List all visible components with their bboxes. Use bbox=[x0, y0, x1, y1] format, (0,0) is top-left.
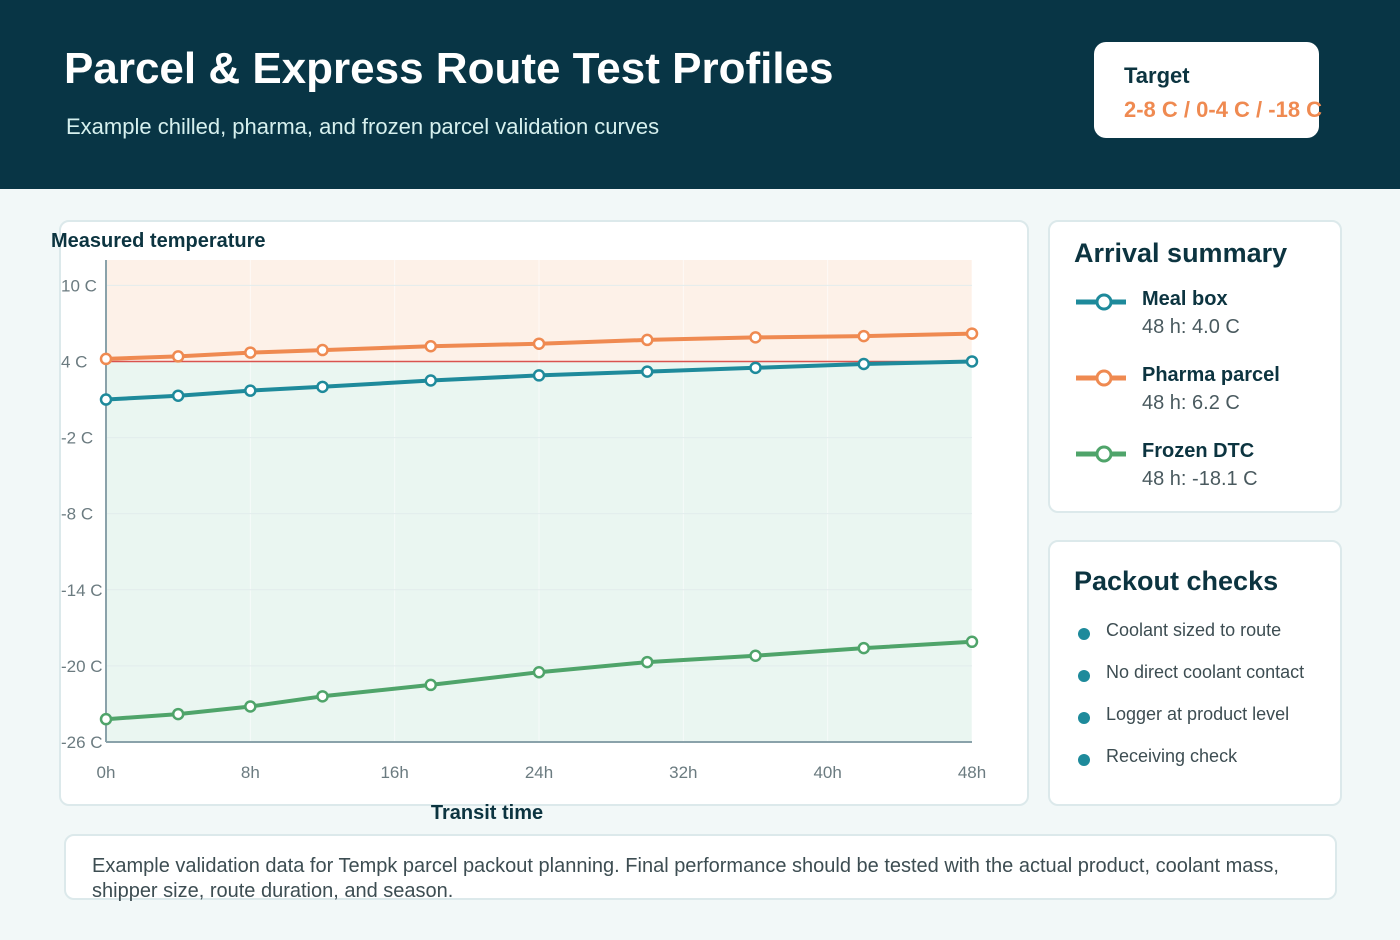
packout-checks-card: Packout checks Coolant sized to route No… bbox=[1048, 540, 1342, 806]
data-point bbox=[857, 329, 870, 343]
check-text: No direct coolant contact bbox=[1106, 662, 1305, 682]
data-point bbox=[171, 350, 185, 363]
check-text: Logger at product level bbox=[1106, 704, 1290, 724]
data-point bbox=[857, 641, 870, 655]
data-point bbox=[749, 649, 762, 662]
check-item: No direct coolant contact bbox=[1074, 662, 1334, 686]
data-point bbox=[171, 389, 185, 402]
data-point bbox=[641, 333, 654, 347]
data-point bbox=[316, 380, 329, 394]
page-subtitle: Example chilled, pharma, and frozen parc… bbox=[66, 114, 660, 139]
y-tick-label: -26 C bbox=[61, 733, 103, 752]
y-tick-label: 10 C bbox=[61, 276, 97, 295]
y-tick-label: -8 C bbox=[61, 505, 93, 524]
data-point bbox=[749, 331, 762, 344]
check-item: Receiving check bbox=[1074, 746, 1334, 770]
data-point bbox=[532, 337, 546, 350]
x-tick-label: 32h bbox=[669, 763, 697, 782]
data-point bbox=[857, 357, 870, 371]
bullet-dot-icon bbox=[1078, 628, 1090, 640]
series-line-2 bbox=[104, 639, 974, 722]
legend-value: 48 h: -18.1 C bbox=[1142, 468, 1258, 490]
y-tick-label: -2 C bbox=[61, 429, 93, 448]
data-point bbox=[244, 346, 257, 359]
series-line-1 bbox=[104, 331, 974, 361]
check-item: Coolant sized to route bbox=[1074, 620, 1334, 644]
chart-card: 10 C 4 C -2 C -8 C -14 C -20 C -26 C 0h 8h 16h 24h… bbox=[51, 220, 1029, 824]
bullet-dot-icon bbox=[1078, 754, 1090, 766]
data-point bbox=[424, 374, 437, 387]
data-point bbox=[244, 700, 257, 713]
packout-checks-title: Packout checks bbox=[1074, 566, 1279, 596]
arrival-summary-title: Arrival summary bbox=[1074, 238, 1288, 268]
legend-item-meal-box: Meal box 48 h: 4.0 C bbox=[1074, 288, 1334, 348]
legend-name: Frozen DTC bbox=[1142, 440, 1255, 462]
x-tick-label: 40h bbox=[813, 763, 841, 782]
legend-name: Meal box bbox=[1142, 288, 1228, 310]
pharma-parcel-swatch-icon bbox=[1076, 369, 1126, 387]
disclaimer-note: Example validation data for Tempk parcel… bbox=[64, 834, 1337, 902]
y-tick-label: -14 C bbox=[61, 581, 103, 600]
data-point bbox=[532, 665, 546, 679]
data-point bbox=[532, 369, 546, 382]
data-point bbox=[965, 635, 979, 649]
data-point bbox=[749, 361, 762, 375]
meal-box-swatch-icon bbox=[1076, 293, 1126, 311]
x-axis-label: Transit time bbox=[431, 802, 543, 824]
data-point bbox=[965, 355, 979, 368]
x-tick-label: 48h bbox=[958, 763, 986, 782]
note-text: Example validation data for Tempk parcel… bbox=[92, 855, 1279, 902]
data-point bbox=[171, 707, 185, 721]
data-point bbox=[424, 340, 437, 353]
legend-name: Pharma parcel bbox=[1142, 364, 1280, 386]
data-point bbox=[244, 384, 257, 397]
bullet-dot-icon bbox=[1078, 712, 1090, 724]
target-value: 2-8 C / 0-4 C / -18 C bbox=[1124, 97, 1323, 122]
y-tick-label: -20 C bbox=[61, 657, 103, 676]
x-tick-label: 0h bbox=[97, 763, 116, 782]
check-text: Receiving check bbox=[1106, 746, 1238, 766]
data-point bbox=[316, 343, 329, 357]
target-card: Target 2-8 C / 0-4 C / -18 C bbox=[1094, 42, 1323, 138]
data-point bbox=[641, 365, 654, 378]
x-tick-label: 8h bbox=[241, 763, 260, 782]
x-tick-label: 24h bbox=[525, 763, 553, 782]
arrival-summary-card: Arrival summary Meal box 48 h: 4.0 C Pha… bbox=[1048, 220, 1342, 513]
data-point bbox=[316, 690, 329, 703]
data-point bbox=[99, 352, 113, 366]
check-text: Coolant sized to route bbox=[1106, 620, 1282, 640]
frozen-dtc-swatch-icon bbox=[1076, 445, 1126, 463]
data-point bbox=[424, 678, 437, 692]
data-point bbox=[641, 655, 654, 669]
legend-value: 48 h: 4.0 C bbox=[1142, 316, 1240, 338]
series-line-0 bbox=[104, 359, 974, 402]
x-tick-label: 16h bbox=[380, 763, 408, 782]
temperature-chart: 10 C 4 C -2 C -8 C -14 C -20 C -26 C 0h 8h 16h 24h… bbox=[51, 230, 986, 824]
target-label: Target bbox=[1124, 63, 1190, 88]
legend-value: 48 h: 6.2 C bbox=[1142, 392, 1240, 414]
header: Parcel & Express Route Test Profiles Exa… bbox=[0, 0, 1400, 189]
data-point bbox=[965, 327, 979, 340]
legend-item-pharma-parcel: Pharma parcel 48 h: 6.2 C bbox=[1074, 364, 1334, 424]
check-item: Logger at product level bbox=[1074, 704, 1334, 728]
legend-item-frozen-dtc: Frozen DTC 48 h: -18.1 C bbox=[1074, 440, 1334, 500]
data-point bbox=[99, 712, 113, 726]
bullet-dot-icon bbox=[1078, 670, 1090, 682]
y-axis-label: Measured temperature bbox=[51, 230, 266, 252]
page-title: Parcel & Express Route Test Profiles bbox=[64, 44, 834, 93]
y-tick-label: 4 C bbox=[61, 352, 87, 371]
data-point bbox=[99, 393, 113, 406]
